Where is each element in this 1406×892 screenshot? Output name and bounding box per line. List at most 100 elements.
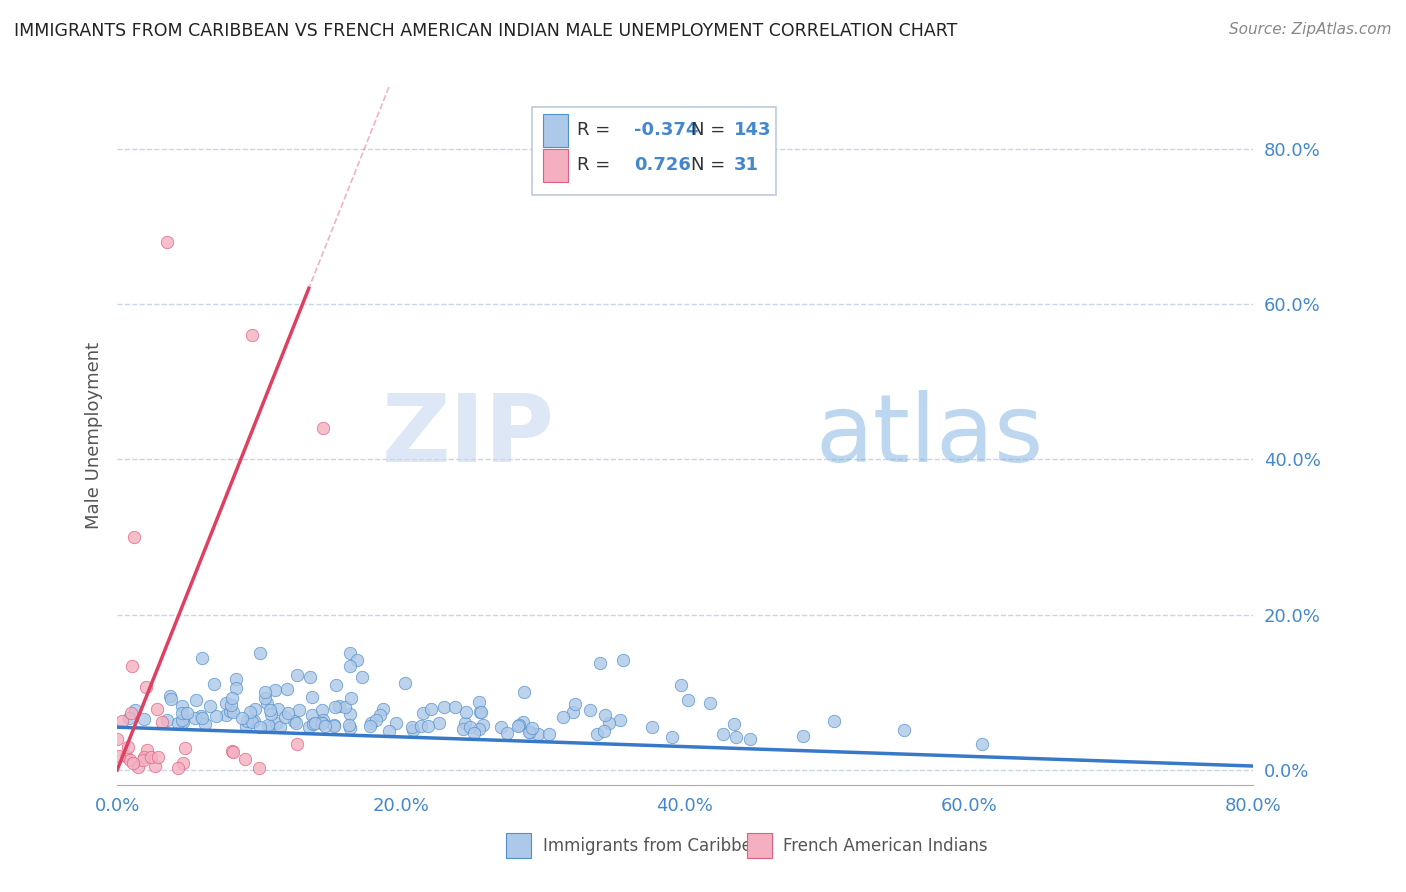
- Point: [240, 714, 263, 729]
- Point: [370, 707, 392, 722]
- Point: [249, 647, 271, 661]
- Point: [124, 703, 146, 717]
- Point: [564, 698, 586, 712]
- Point: [311, 716, 333, 731]
- Point: [172, 756, 194, 770]
- Point: [121, 658, 143, 673]
- Point: [364, 713, 387, 727]
- Bar: [543, 113, 568, 147]
- Point: [160, 692, 183, 706]
- Point: [792, 729, 814, 743]
- Text: N =: N =: [690, 156, 725, 174]
- Point: [427, 715, 450, 730]
- Text: 0.726: 0.726: [634, 156, 690, 174]
- Point: [538, 727, 561, 741]
- Point: [276, 682, 298, 697]
- Point: [172, 706, 194, 720]
- Point: [117, 740, 139, 755]
- Point: [893, 723, 915, 737]
- Point: [508, 718, 530, 732]
- Point: [287, 702, 309, 716]
- Text: atlas: atlas: [815, 390, 1043, 482]
- Point: [411, 719, 433, 733]
- Point: [150, 714, 173, 729]
- Point: [301, 690, 323, 705]
- Point: [221, 744, 243, 758]
- Point: [191, 711, 214, 725]
- Point: [432, 700, 454, 714]
- Point: [517, 725, 540, 739]
- Point: [215, 708, 238, 723]
- Point: [204, 709, 226, 723]
- Text: 31: 31: [734, 156, 759, 174]
- Point: [298, 670, 321, 684]
- Point: [146, 750, 169, 764]
- Point: [243, 702, 266, 716]
- Point: [111, 714, 134, 728]
- Text: Source: ZipAtlas.com: Source: ZipAtlas.com: [1229, 22, 1392, 37]
- Point: [176, 706, 198, 721]
- Point: [340, 691, 363, 706]
- Point: [520, 721, 543, 735]
- Point: [167, 761, 190, 775]
- Point: [259, 720, 281, 734]
- Point: [134, 749, 156, 764]
- Point: [221, 705, 243, 719]
- Point: [225, 672, 247, 686]
- Point: [472, 717, 495, 731]
- Point: [260, 706, 283, 721]
- Point: [325, 678, 347, 692]
- Point: [339, 647, 361, 661]
- Bar: [543, 149, 568, 182]
- Point: [402, 723, 425, 738]
- FancyBboxPatch shape: [531, 107, 776, 194]
- Point: [420, 702, 443, 716]
- Point: [172, 713, 194, 727]
- Point: [323, 718, 346, 732]
- Point: [723, 717, 745, 731]
- Point: [239, 705, 262, 719]
- Point: [359, 719, 381, 733]
- Point: [323, 700, 346, 714]
- Point: [512, 714, 534, 729]
- Text: -0.374: -0.374: [634, 121, 699, 139]
- Point: [491, 720, 513, 734]
- Point: [314, 719, 336, 733]
- Point: [120, 706, 142, 720]
- Point: [312, 421, 335, 435]
- Point: [214, 696, 236, 710]
- Point: [337, 718, 360, 732]
- Point: [259, 703, 281, 717]
- Point: [225, 681, 247, 695]
- Point: [301, 707, 323, 722]
- Point: [506, 719, 529, 733]
- Text: R =: R =: [576, 121, 610, 139]
- Point: [221, 690, 243, 705]
- Point: [346, 652, 368, 666]
- Point: [593, 724, 616, 739]
- Point: [339, 722, 361, 736]
- Point: [385, 715, 408, 730]
- Point: [401, 720, 423, 734]
- Point: [527, 726, 550, 740]
- Text: R =: R =: [576, 156, 610, 174]
- Text: N =: N =: [690, 121, 725, 139]
- Point: [174, 741, 197, 756]
- Point: [470, 705, 492, 719]
- Point: [350, 670, 373, 684]
- Point: [671, 678, 693, 692]
- Point: [247, 761, 270, 775]
- Point: [312, 713, 335, 727]
- Point: [235, 719, 257, 733]
- Point: [412, 706, 434, 720]
- Point: [589, 656, 612, 670]
- Point: [298, 720, 321, 734]
- Point: [311, 716, 333, 731]
- Point: [236, 714, 259, 728]
- Point: [451, 722, 474, 736]
- Point: [249, 720, 271, 734]
- Point: [360, 715, 382, 730]
- Point: [304, 716, 326, 731]
- Point: [593, 707, 616, 722]
- Point: [458, 720, 481, 734]
